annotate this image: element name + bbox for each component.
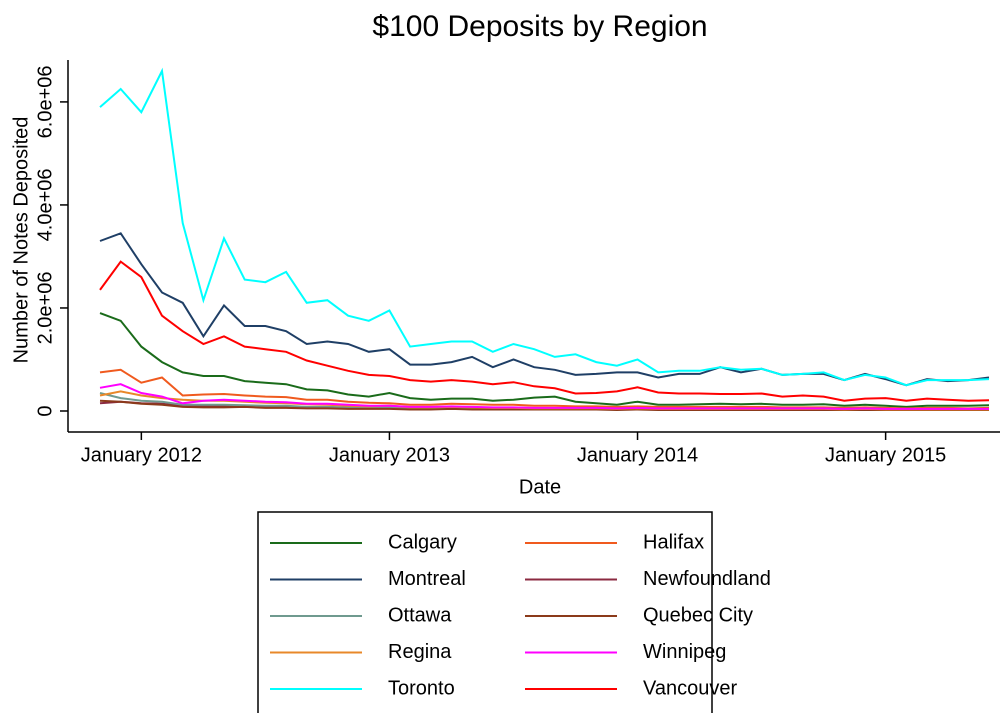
legend-label: Toronto (388, 677, 455, 699)
legend-label: Ottawa (388, 604, 452, 626)
legend (257, 511, 713, 713)
legend-label: Vancouver (643, 677, 737, 699)
x-tick-label: January 2012 (81, 444, 202, 466)
legend-label: Newfoundland (643, 568, 771, 590)
x-axis-label: Date (519, 476, 561, 498)
y-tick-label: 6.0e+06 (34, 65, 56, 138)
legend-label: Regina (388, 641, 452, 663)
x-tick-label: January 2014 (577, 444, 698, 466)
x-tick-label: January 2013 (329, 444, 450, 466)
y-tick-label: 0 (34, 405, 56, 416)
legend-label: Quebec City (643, 604, 753, 626)
series-line (99, 312, 990, 408)
chart-title: $100 Deposits by Region (372, 10, 707, 43)
x-tick-label: January 2015 (825, 444, 946, 466)
legend-label: Calgary (388, 531, 457, 553)
legend-label: Halifax (643, 531, 704, 553)
legend-label: Winnipeg (643, 641, 726, 663)
series-line (99, 383, 989, 410)
y-tick-label: 2.0e+06 (34, 272, 56, 345)
y-tick-label: 4.0e+06 (34, 169, 56, 242)
y-axis-label: Number of Notes Deposited (10, 117, 32, 364)
legend-label: Montreal (388, 568, 466, 590)
series-line (99, 67, 990, 387)
series-line (99, 260, 990, 402)
